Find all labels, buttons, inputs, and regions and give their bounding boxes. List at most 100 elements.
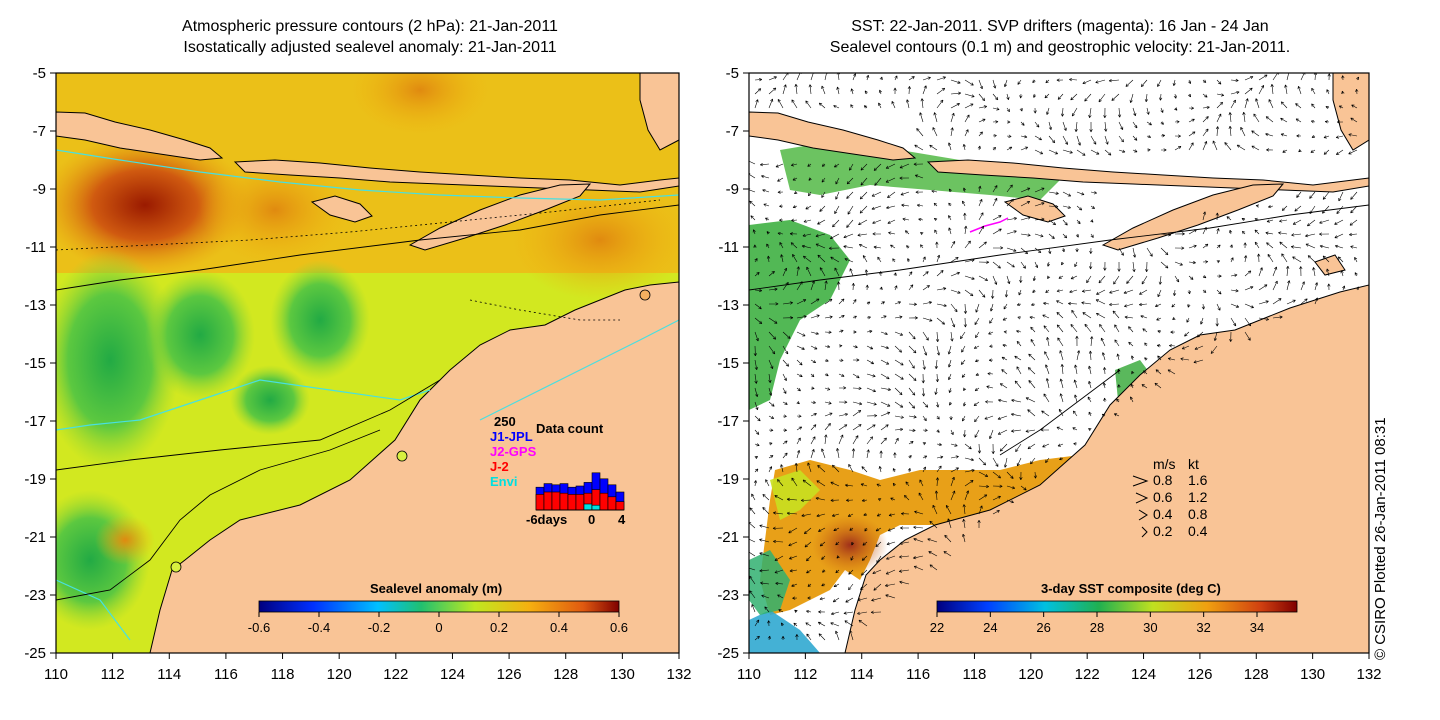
velocity-arrow [1096,289,1106,295]
velocity-arrow [964,457,974,462]
velocity-arrow [1314,297,1319,305]
right-x-tick-label: 110 [737,666,761,683]
sst-cool-sw [749,610,820,653]
velocity-arrow [1020,485,1027,491]
velocity-arrow [964,275,975,280]
velocity-arrow [1143,370,1148,375]
velocity-legend-ms: 0.4 [1153,506,1173,522]
velocity-arrow [794,83,798,95]
velocity-arrow [1322,205,1330,214]
velocity-arrow [815,243,826,249]
velocity-arrow [803,219,812,223]
velocity-arrow [950,271,960,277]
velocity-arrow [764,606,770,613]
velocity-arrow [1102,382,1106,389]
velocity-arrow [989,344,994,348]
velocity-arrow [918,492,924,501]
velocity-arrow [907,468,911,473]
pressure-contour-dotted-left [56,199,661,321]
velocity-arrow [873,163,882,171]
right-x-tick-label: 132 [1356,666,1381,683]
velocity-arrow [878,102,882,109]
velocity-arrow [1142,328,1148,333]
velocity-arrow [960,331,966,340]
velocity-arrow [852,73,857,81]
velocity-arrow [1031,302,1036,306]
velocity-arrow [1258,284,1268,291]
velocity-arrow [810,400,816,405]
velocity-arrow [908,271,913,277]
velocity-arrow [846,219,854,228]
velocity-arrow [789,555,798,560]
velocity-arrow [1123,289,1134,294]
velocity-arrow [1319,219,1330,224]
right-colorbar-tick-label: 26 [1036,620,1050,635]
left-title-line2: Isostatically adjusted sealevel anomaly:… [183,39,557,56]
velocity-arrow [1202,243,1209,249]
velocity-arrow [1154,303,1162,308]
left-x-tick-label: 112 [101,666,125,683]
velocity-arrow [1114,324,1120,333]
velocity-arrow [1202,260,1209,264]
velocity-arrow [1281,205,1288,211]
velocity-arrow [1286,265,1290,277]
velocity-arrow [838,412,848,417]
velocity-arrow [1116,353,1120,361]
velocity-arrow [810,386,815,390]
velocity-arrow [922,301,932,305]
velocity-arrow [791,218,798,222]
velocity-arrow [936,465,942,473]
velocity-arrow [852,373,860,379]
velocity-arrow [1244,331,1251,341]
velocity-arrow [1075,247,1079,253]
velocity-arrow [933,217,938,221]
velocity-arrow [824,373,829,377]
velocity-arrow [832,219,840,228]
velocity-arrow [973,345,980,349]
velocity-arrow [753,480,758,487]
velocity-arrow [1045,378,1050,389]
velocity-arrow [838,358,844,362]
velocity-arrow [1236,144,1246,151]
velocity-arrow [849,163,854,171]
velocity-arrow [1020,121,1025,126]
velocity-arrow [796,359,803,366]
velocity-arrow [977,443,982,454]
velocity-arrow [880,359,890,365]
velocity-arrow [1257,253,1261,263]
right-x-tick-label: 126 [1187,666,1212,683]
velocity-arrow [1202,79,1207,83]
velocity-arrow [850,88,854,95]
velocity-arrow [864,527,868,532]
velocity-arrow [978,93,986,102]
velocity-arrow [782,428,787,432]
left-x-tick-label: 118 [271,666,295,683]
left-y-tick-label: -21 [24,529,46,546]
velocity-arrow [978,79,983,90]
velocity-arrow [777,190,784,194]
velocity-arrow [1088,380,1092,389]
velocity-arrow [947,518,952,529]
velocity-arrow [1226,216,1232,221]
velocity-arrow [948,387,952,393]
velocity-arrow [992,185,998,193]
velocity-arrow [807,462,812,473]
right-colorbar-tick-label: 32 [1196,620,1210,635]
velocity-arrow [754,88,762,95]
velocity-arrow [1081,301,1092,305]
right-colorbar-tick-label: 28 [1090,620,1104,635]
velocity-arrow [975,359,980,363]
velocity-arrow [1265,231,1274,235]
velocity-arrow [852,401,863,406]
velocity-arrow [1072,427,1078,431]
velocity-arrow [905,481,910,487]
velocity-arrow [749,173,756,179]
velocity-arrow [908,302,917,306]
velocity-arrow [1146,134,1152,139]
velocity-arrow [866,316,871,320]
velocity-arrow [978,484,990,489]
velocity-arrow [866,401,877,406]
velocity-arrow [878,89,882,95]
data-count-bar-red [551,491,561,511]
velocity-arrow [936,270,944,277]
